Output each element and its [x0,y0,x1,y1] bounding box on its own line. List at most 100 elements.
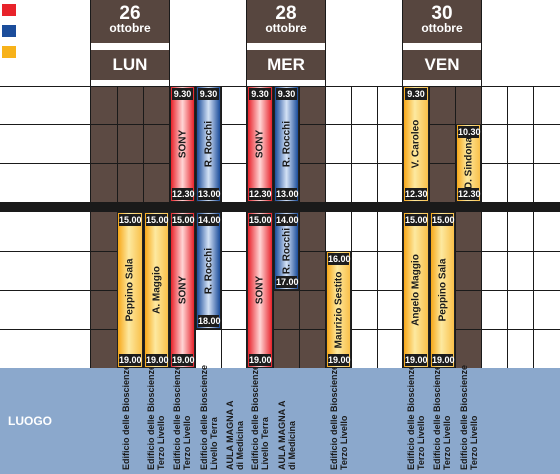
event-start-time: 15.00 [249,214,272,226]
event-end-time: 13.00 [276,188,299,200]
event-start-time: 10.30 [458,126,481,138]
event-card[interactable]: 15.00 Peppino Sala 19.00 [117,212,143,368]
event-card[interactable]: 9.30 SONY 12.30 [170,86,195,202]
day-header-ven: 30 ottobre [403,0,481,43]
event-title: R. Rocchi [203,247,214,294]
event-card[interactable]: 9.30 SONY 12.30 [247,86,273,202]
grid-line [195,86,196,474]
day-name-lun: LUN [91,50,169,80]
grid-line [507,86,508,474]
event-card[interactable]: 15.00 Peppino Sala 19.00 [430,212,455,368]
event-end-time: 12.30 [172,188,195,200]
event-card[interactable]: 9.30 V. Caroleo 12.30 [403,86,429,202]
event-end-time: 12.30 [458,188,481,200]
location-text: Edificio delle Bioscienze Terzo Livello [459,364,479,470]
event-start-time: 9.30 [405,88,427,100]
legend-blue-swatch [2,25,16,37]
location-text: Edificio delle Bioscienze [121,364,131,470]
event-start-time: 15.00 [432,214,455,226]
event-start-time: 9.30 [249,88,271,100]
event-title: SONY [254,129,266,159]
day-month: ottobre [421,21,463,35]
day-date: 28 [275,3,297,24]
event-start-time: 9.30 [198,88,219,100]
event-card[interactable]: 14.00 R. Rocchi 17.00 [274,212,299,290]
event-end-time: 12.30 [249,188,272,200]
event-card[interactable]: 15.00 SONY 19.00 [247,212,273,368]
event-card[interactable]: 9.30 R. Rocchi 13.00 [196,86,221,202]
grid-line [0,290,560,291]
event-title: Peppino Sala [124,258,136,322]
location-row-label: LUOGO [8,414,52,428]
event-title: D. Sindona [463,136,474,190]
event-start-time: 15.00 [119,214,142,226]
event-title: Angelo Maggio [410,254,422,326]
grid-line [169,0,170,474]
location-text: Edificio delle Bioscienze Terzo Livello [172,364,192,470]
legend-yellow-swatch [2,46,16,58]
day-name-ven: VEN [403,50,481,80]
day-header-mer: 28 ottobre [247,0,325,43]
location-text: Edificio delle Bioscienze Terzo Livello [432,364,452,470]
grid-line [221,86,222,474]
location-text: Edificio delle Bioscienze Livello Terra [250,364,270,470]
event-end-time: 18.00 [198,315,221,327]
event-start-time: 9.30 [172,88,193,100]
day-month: ottobre [109,21,151,35]
event-start-time: 16.00 [328,253,351,265]
event-start-time: 14.00 [276,214,299,226]
event-title: SONY [177,129,188,159]
event-card[interactable]: 9.30 R. Rocchi 13.00 [274,86,299,202]
grid-line [429,86,430,474]
day-date: 26 [119,3,141,24]
event-card[interactable]: 10.30 D. Sindona 12.30 [456,124,481,202]
event-title: R. Rocchi [281,227,292,275]
day-header-lun: 26 ottobre [91,0,169,43]
grid-line [90,0,91,474]
grid-line [481,0,482,474]
event-title: Maurizio Sestito [333,271,344,348]
location-band [0,368,560,474]
event-card[interactable]: 15.00 A. Maggio 19.00 [144,212,169,368]
grid-line [325,0,326,474]
day-name-mer: MER [247,50,325,80]
grid-line [402,0,403,474]
grid-line [299,86,300,474]
event-end-time: 19.00 [119,354,142,366]
event-end-time: 19.00 [328,354,351,366]
grid-line [351,86,352,474]
event-start-time: 9.30 [276,88,297,100]
event-title: R. Rocchi [203,120,214,168]
event-title: A. Maggio [151,266,162,314]
event-end-time: 19.00 [146,354,169,366]
grid-line [246,0,247,474]
event-card[interactable]: 15.00 Angelo Maggio 19.00 [403,212,429,368]
event-end-time: 19.00 [249,354,272,366]
event-start-time: 15.00 [172,214,195,226]
grid-line [143,86,144,474]
day-month: ottobre [265,21,307,35]
grid-line [0,329,560,330]
event-card[interactable]: 16.00 Maurizio Sestito 19.00 [326,251,351,368]
location-text: Edificio delle Bioscienze Terzo Livello [406,364,426,470]
event-end-time: 19.00 [172,354,195,366]
legend-red-swatch [2,4,16,16]
location-text: Edificio delle Bioscienze Livello Terra [199,364,219,470]
event-start-time: 15.00 [146,214,169,226]
midday-separator [0,202,560,212]
event-start-time: 15.00 [405,214,428,226]
event-title: SONY [177,275,188,305]
event-title: R. Rocchi [281,120,292,168]
event-card[interactable]: 15.00 SONY 19.00 [170,212,195,368]
grid-line [455,86,456,474]
grid-line [273,86,274,474]
location-text: Edificio delle Bioscienze Terzo Livello [329,364,349,470]
event-card[interactable]: 14.00 R. Rocchi 18.00 [196,212,221,329]
event-end-time: 12.30 [405,188,428,200]
grid-line [533,86,534,474]
event-end-time: 17.00 [276,276,299,288]
event-title: Peppino Sala [437,258,448,322]
event-title: SONY [254,275,266,305]
event-start-time: 14.00 [198,214,221,226]
